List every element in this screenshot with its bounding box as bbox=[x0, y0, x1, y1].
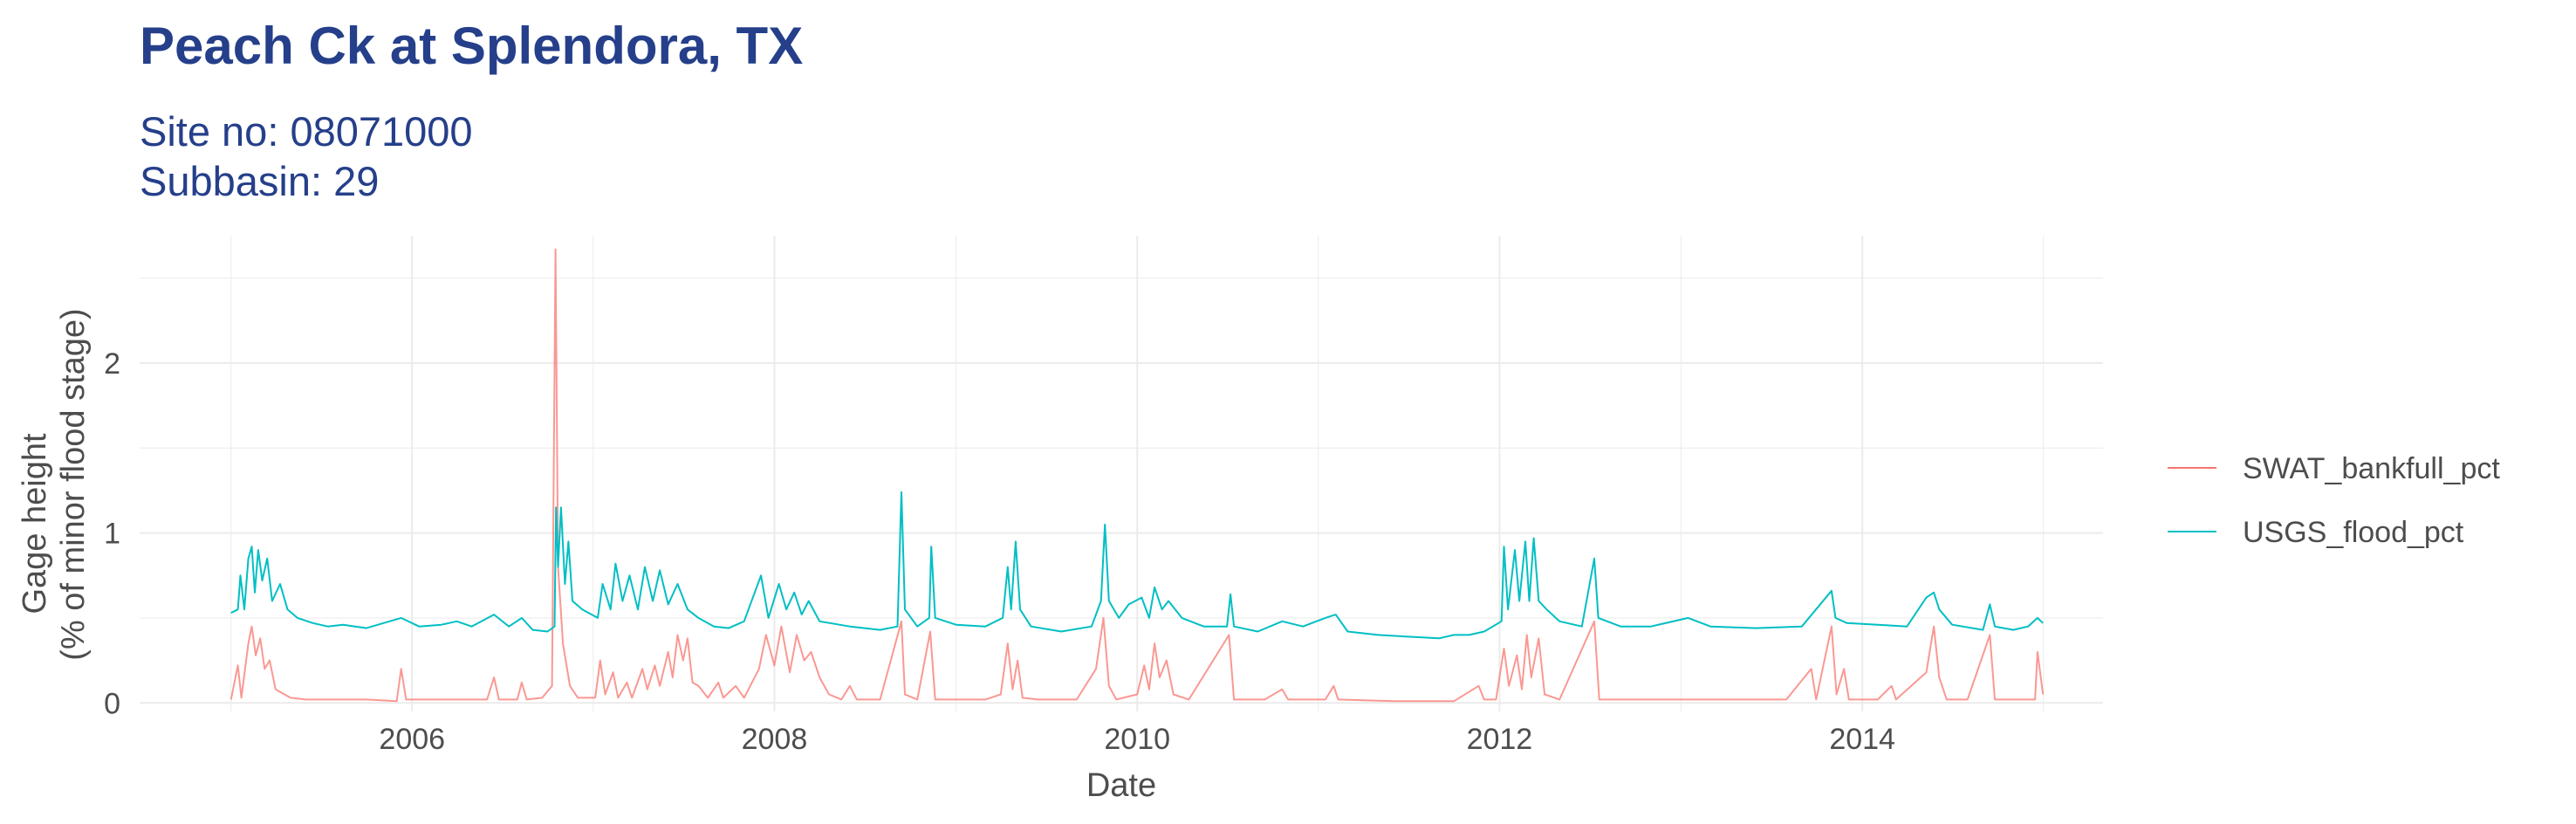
x-axis-title: Date bbox=[1086, 767, 1156, 804]
legend-label: SWAT_bankfull_pct bbox=[2243, 452, 2500, 485]
series-lines bbox=[230, 248, 2045, 703]
series-line-usgs-flood-pct bbox=[230, 491, 2044, 640]
site-number-label: Site no: 08071000 bbox=[140, 108, 473, 154]
x-tick-label: 2014 bbox=[1829, 723, 1895, 756]
chart-subtitle: Site no: 08071000 Subbasin: 29 bbox=[140, 106, 473, 206]
y-tick-label: 1 bbox=[104, 518, 120, 551]
x-tick-label: 2006 bbox=[379, 723, 445, 756]
y-axis-title-line1: Gage height bbox=[17, 433, 53, 614]
legend-label: USGS_flood_pct bbox=[2243, 516, 2464, 549]
y-tick-label: 0 bbox=[104, 687, 120, 720]
y-tick-label: 2 bbox=[104, 347, 120, 381]
grid-lines bbox=[140, 236, 2103, 711]
axis-labels: 0 1 2 2006 2008 2010 2012 2014 bbox=[104, 347, 1895, 756]
subbasin-label: Subbasin: 29 bbox=[140, 158, 380, 204]
x-tick-label: 2008 bbox=[742, 723, 808, 756]
series-line-swat-bankfull-pct bbox=[230, 248, 2045, 703]
y-axis-title: Gage height (% of minor flood stage) bbox=[17, 308, 92, 660]
x-tick-label: 2010 bbox=[1104, 723, 1170, 756]
y-axis-title-line2: (% of minor flood stage) bbox=[55, 308, 92, 660]
x-tick-label: 2012 bbox=[1467, 723, 1533, 756]
legend: SWAT_bankfull_pct USGS_flood_pct bbox=[2168, 452, 2500, 549]
chart-title: Peach Ck at Splendora, TX bbox=[140, 17, 804, 75]
